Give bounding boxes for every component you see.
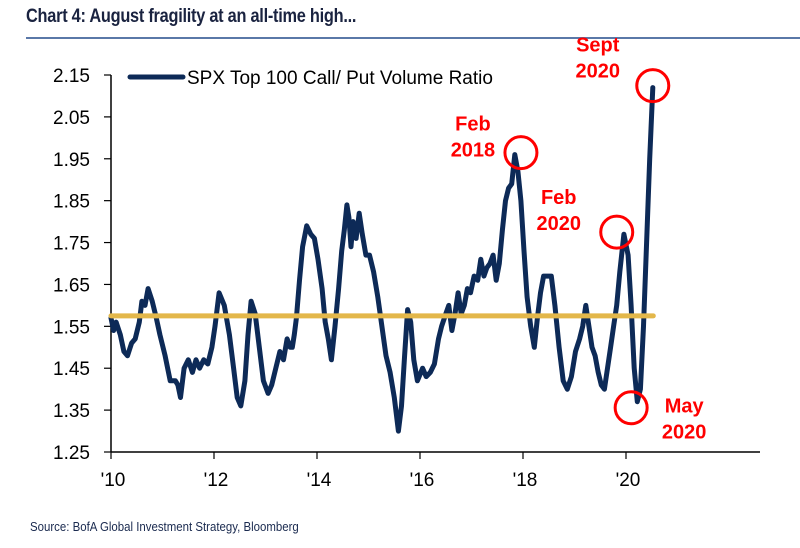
y-tick-label: 2.15: [53, 66, 90, 87]
x-tick-label: '18: [513, 470, 538, 491]
y-tick-label: 1.45: [53, 359, 90, 380]
legend: SPX Top 100 Call/ Put Volume Ratio: [127, 68, 493, 89]
annotations: Feb 2018 Feb 2020 Sept 2020 May 2020: [451, 35, 707, 444]
axes: [110, 75, 760, 453]
y-tick-label: 1.95: [53, 150, 90, 171]
annotation-label: May: [665, 396, 705, 418]
annotation-circle: [599, 214, 635, 250]
annotation-label: Feb: [541, 187, 577, 209]
annotation-circle: [503, 135, 539, 171]
annotation-label: 2020: [662, 422, 707, 444]
y-tick-label: 1.35: [53, 401, 90, 422]
y-tick-label: 2.05: [53, 108, 90, 129]
annotation-circle: [635, 68, 671, 104]
annotation-circle: [613, 390, 649, 426]
x-tick-label: '10: [101, 470, 126, 491]
series-group: [108, 85, 656, 434]
x-ticks: '10 '12 '14 '16 '18 '20: [101, 452, 641, 491]
x-tick-label: '12: [204, 470, 229, 491]
x-tick-label: '14: [307, 470, 332, 491]
annotation-label: 2020: [576, 61, 621, 83]
source-note: Source: BofA Global Investment Strategy,…: [30, 519, 299, 534]
annotation-label: Sept: [576, 35, 620, 57]
y-tick-label: 1.55: [53, 317, 90, 338]
title-divider: [26, 37, 800, 39]
y-tick-label: 1.25: [53, 443, 90, 464]
legend-label: SPX Top 100 Call/ Put Volume Ratio: [187, 68, 493, 89]
y-ticks: 1.25 1.35 1.45 1.55 1.65 1.75 1.85 1.95 2.05 2.15: [53, 66, 111, 464]
x-tick-label: '16: [410, 470, 435, 491]
y-tick-label: 1.75: [53, 234, 90, 255]
series-line-call-put-ratio: [108, 85, 656, 434]
y-tick-label: 1.85: [53, 192, 90, 213]
y-tick-label: 1.65: [53, 275, 90, 296]
annotation-label: Feb: [455, 114, 491, 136]
chart-title: Chart 4: August fragility at an all-time…: [26, 6, 357, 27]
annotation-label: 2020: [536, 213, 581, 235]
annotation-label: 2018: [451, 140, 496, 162]
x-tick-label: '20: [616, 470, 641, 491]
